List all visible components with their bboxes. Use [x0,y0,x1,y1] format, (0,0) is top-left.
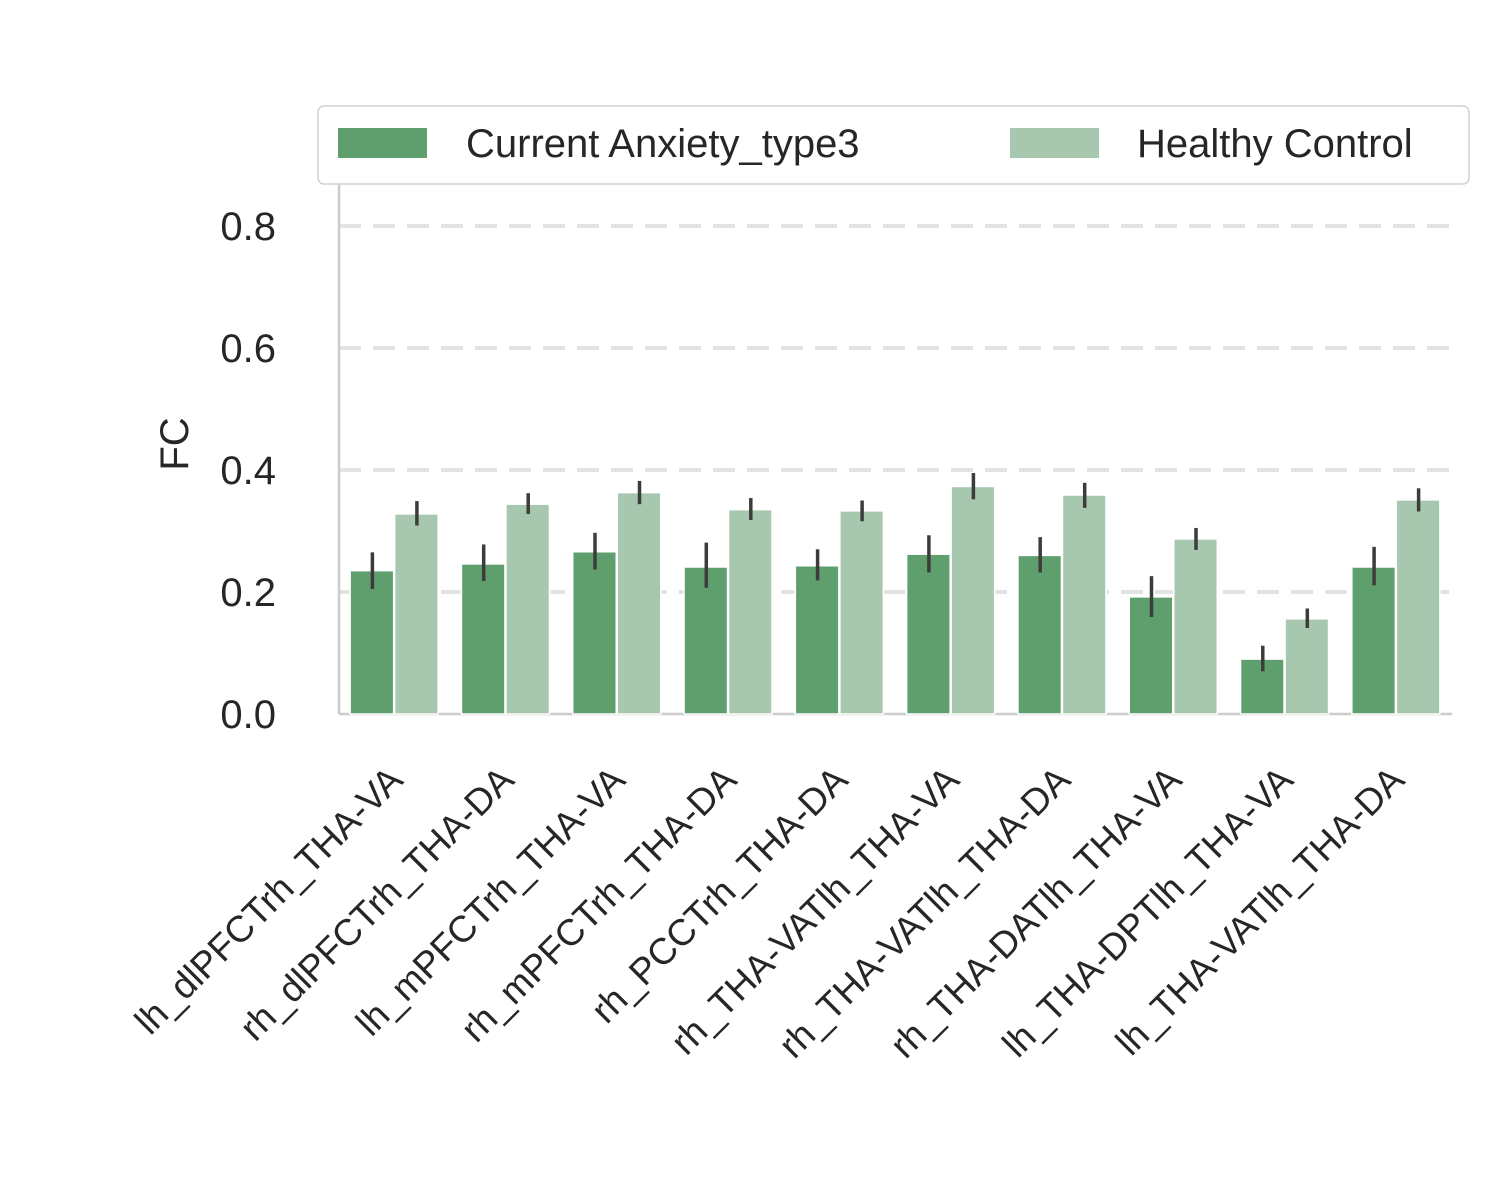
bar [727,508,773,715]
legend-swatch [338,128,427,158]
bar [393,513,439,715]
bar [571,550,617,715]
legend-label: Current Anxiety_type3 [466,122,860,166]
bar [1061,494,1107,715]
bar [505,503,551,715]
y-tick-label: 0.8 [220,205,276,249]
bar [794,565,840,715]
legend-box [317,105,1470,185]
bar [950,485,996,715]
bar [1173,538,1219,715]
y-tick-label: 0.6 [220,327,276,371]
bar [616,491,662,715]
bar [905,553,951,715]
bar [683,566,729,715]
bar [460,563,506,715]
bar [1351,566,1397,715]
legend: Current Anxiety_type3 Healthy Control [317,105,1470,185]
y-axis-label: FC [153,417,197,470]
legend-label: Healthy Control [1137,122,1413,166]
legend-swatch [1010,128,1099,158]
bar [1017,554,1063,715]
y-tick-label: 0.0 [220,693,276,737]
bar [349,569,395,715]
bar [839,510,885,715]
bar [1284,618,1330,715]
bar [1395,499,1441,715]
y-tick-label: 0.4 [220,449,276,493]
y-tick-label: 0.2 [220,571,276,615]
